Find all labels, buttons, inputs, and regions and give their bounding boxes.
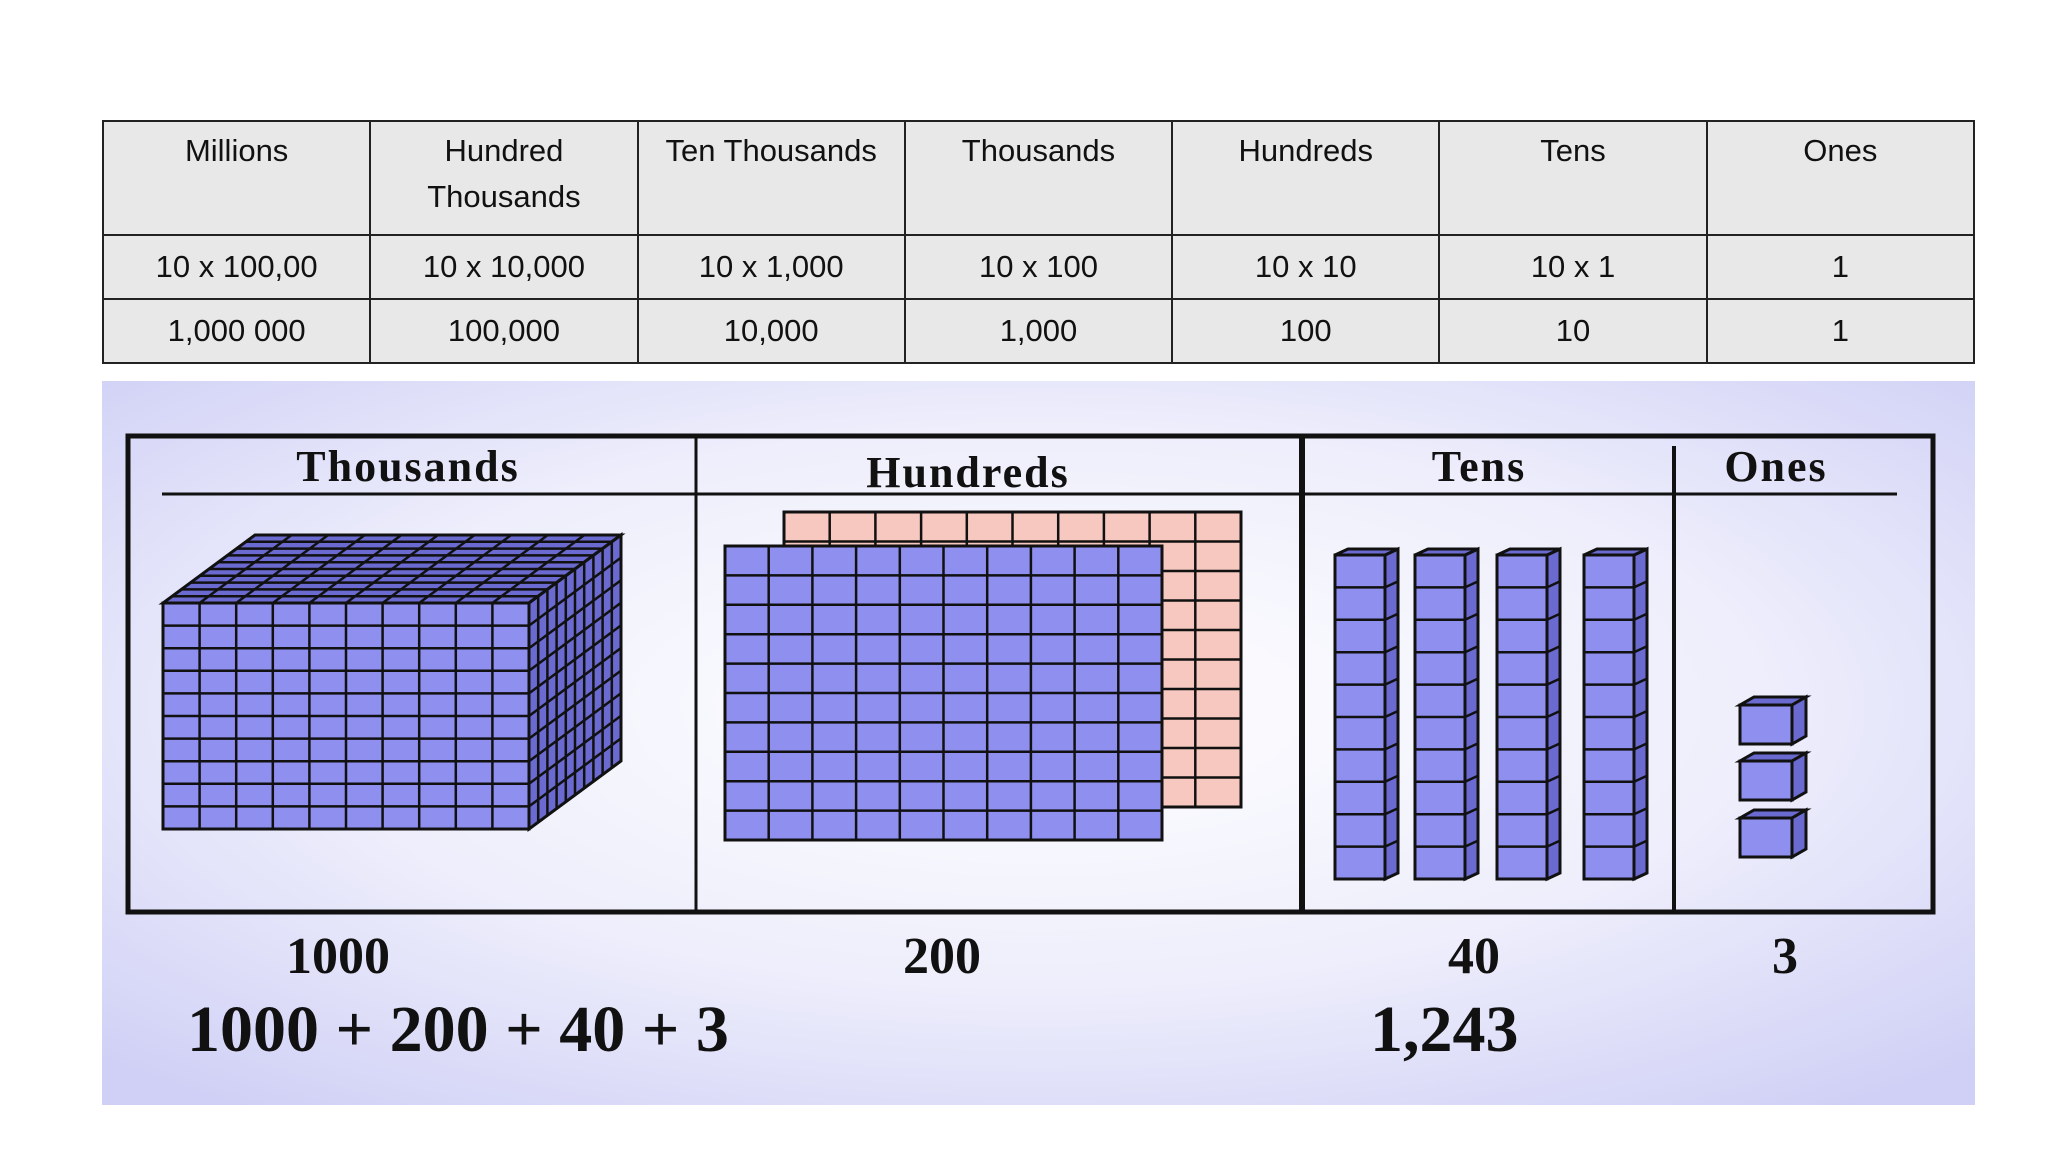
block-part bbox=[1546, 807, 1561, 816]
block-part bbox=[1790, 807, 1808, 860]
block-part bbox=[1633, 612, 1648, 621]
block-part bbox=[1790, 750, 1808, 803]
block-part bbox=[1738, 759, 1794, 802]
block-part bbox=[1384, 807, 1399, 816]
header-row: Millions Hundred Thousands Ten Thousands… bbox=[101, 120, 1976, 236]
block-part bbox=[1384, 645, 1399, 654]
block-part bbox=[1546, 742, 1561, 751]
column-value: 40 bbox=[1448, 928, 1500, 985]
cell: 10 bbox=[1438, 298, 1708, 364]
cell: 1,000 bbox=[903, 298, 1174, 364]
cell: 1,000 000 bbox=[101, 298, 372, 364]
blocks bbox=[158, 510, 1812, 882]
block-part bbox=[1384, 677, 1399, 686]
column-value: 200 bbox=[903, 928, 981, 985]
place-value-table: Millions Hundred Thousands Ten Thousands… bbox=[101, 120, 1976, 364]
block-part bbox=[528, 737, 622, 808]
block-part bbox=[1334, 547, 1399, 557]
column-title: Hundreds bbox=[866, 448, 1070, 497]
column-value: 1000 bbox=[286, 928, 390, 985]
cell: 10 x 100,00 bbox=[101, 234, 372, 300]
header-cell: Thousands bbox=[903, 120, 1174, 236]
block-part bbox=[1583, 547, 1648, 557]
block-part bbox=[1414, 547, 1479, 557]
cell: 10,000 bbox=[636, 298, 906, 364]
cell: 100,000 bbox=[369, 298, 639, 364]
block-part bbox=[1384, 709, 1399, 719]
block-part bbox=[1384, 742, 1399, 751]
cell: 10 x 10,000 bbox=[369, 234, 639, 300]
block-part bbox=[1790, 694, 1808, 747]
block-part bbox=[1633, 774, 1648, 783]
frame bbox=[125, 433, 1936, 915]
header-cell: Ten Thousands bbox=[636, 120, 906, 236]
block-part bbox=[1384, 612, 1399, 621]
block-part bbox=[1633, 839, 1648, 848]
header-cell: Ones bbox=[1705, 120, 1976, 236]
header-cell: Hundred Thousands bbox=[369, 120, 639, 236]
block-part bbox=[1546, 774, 1561, 783]
cell: 1 bbox=[1705, 298, 1976, 364]
block-part bbox=[1464, 580, 1479, 589]
block-part bbox=[1546, 645, 1561, 654]
block-part bbox=[1633, 580, 1648, 589]
header-cell: Hundreds bbox=[1171, 120, 1441, 236]
column-title: Tens bbox=[1432, 442, 1526, 491]
block-part bbox=[1633, 709, 1648, 719]
block-part bbox=[1384, 580, 1399, 589]
block-part bbox=[1633, 742, 1648, 751]
cell: 10 x 1,000 bbox=[636, 234, 906, 300]
block-part bbox=[1464, 645, 1479, 654]
block-part bbox=[528, 714, 622, 785]
block-part bbox=[1546, 580, 1561, 589]
block-part bbox=[1546, 709, 1561, 719]
block-part bbox=[1464, 677, 1479, 686]
block-part bbox=[528, 669, 622, 740]
header-cell: Millions bbox=[101, 120, 372, 236]
block-part bbox=[528, 646, 622, 718]
cell: 10 x 10 bbox=[1171, 234, 1441, 300]
block-part bbox=[528, 601, 622, 672]
block-part bbox=[1546, 677, 1561, 686]
block-part bbox=[1464, 709, 1479, 719]
header-cell: Tens bbox=[1438, 120, 1708, 236]
block-part bbox=[528, 579, 622, 650]
block-part bbox=[1546, 839, 1561, 848]
column-value: 3 bbox=[1772, 928, 1798, 985]
block-part bbox=[1384, 839, 1399, 848]
block-part bbox=[1464, 612, 1479, 621]
block-part bbox=[1633, 807, 1648, 816]
block-part bbox=[528, 556, 622, 627]
column-title: Ones bbox=[1724, 442, 1827, 491]
block-part bbox=[1464, 742, 1479, 751]
block-part bbox=[1738, 816, 1794, 859]
cell: 100 bbox=[1171, 298, 1441, 364]
cell: 10 x 100 bbox=[903, 234, 1174, 300]
block-part bbox=[1633, 677, 1648, 686]
expression: 1000 + 200 + 40 + 3 bbox=[187, 993, 729, 1066]
block-part bbox=[1546, 612, 1561, 621]
column-title: Thousands bbox=[296, 442, 519, 491]
block-part bbox=[1496, 547, 1561, 557]
cell: 10 x 1 bbox=[1438, 234, 1708, 300]
block-part bbox=[1384, 774, 1399, 783]
block-part bbox=[1738, 703, 1794, 746]
block-part bbox=[528, 692, 622, 763]
block-part bbox=[1464, 807, 1479, 816]
base-ten-figure: Thousands Hundreds Tens Ones 1000 200 40… bbox=[102, 381, 1975, 1105]
row: 10 x 100,00 10 x 10,000 10 x 1,000 10 x … bbox=[101, 234, 1976, 300]
cell: 1 bbox=[1705, 234, 1976, 300]
row: 1,000 000 100,000 10,000 1,000 100 10 1 bbox=[101, 298, 1976, 364]
block-part bbox=[1633, 645, 1648, 654]
block-part bbox=[528, 624, 622, 695]
block-part bbox=[1464, 839, 1479, 848]
total: 1,243 bbox=[1370, 993, 1519, 1066]
block-part bbox=[1464, 774, 1479, 783]
